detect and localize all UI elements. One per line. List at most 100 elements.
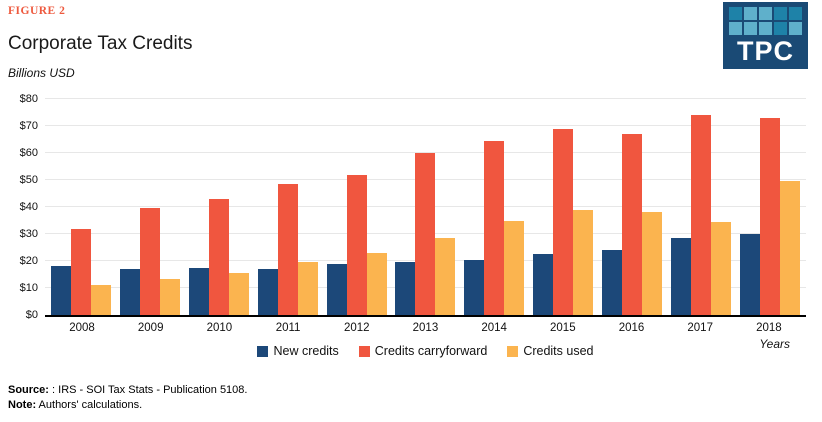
bar-new-credits bbox=[257, 269, 278, 315]
bar-group bbox=[119, 99, 180, 315]
bar-chart: $0 $10 $20 $30 $40 $50 $60 $70 $80 2008 2009 2010 2… bbox=[8, 93, 806, 358]
x-tick-label: 2009 bbox=[137, 322, 164, 334]
bar-credits-carryforward bbox=[346, 174, 367, 315]
bar-new-credits bbox=[188, 267, 209, 315]
logo-tile bbox=[789, 7, 802, 20]
bar-new-credits bbox=[51, 266, 71, 315]
gridline bbox=[45, 125, 806, 126]
legend-item-credits-used: Credits used bbox=[507, 344, 594, 358]
bar-credits-used bbox=[573, 209, 594, 315]
legend-label: Credits carryforward bbox=[374, 344, 488, 358]
note-line: Note: Authors' calculations. bbox=[8, 398, 247, 413]
tpc-logo: TPC bbox=[723, 2, 808, 69]
bar-new-credits bbox=[119, 269, 140, 315]
bar-credits-carryforward bbox=[277, 184, 298, 315]
figure-label: FIGURE 2 bbox=[8, 5, 66, 17]
bar-group bbox=[51, 99, 111, 315]
tpc-logo-grid-icon bbox=[723, 7, 808, 35]
note-label: Note: bbox=[8, 399, 37, 411]
source-label: Source: bbox=[8, 384, 49, 396]
bar-new-credits bbox=[602, 250, 623, 315]
y-tick-label: $0 bbox=[25, 309, 38, 321]
gridline bbox=[45, 152, 806, 153]
logo-tile bbox=[774, 22, 787, 35]
legend-swatch-icon bbox=[257, 345, 269, 357]
bar-credits-used bbox=[366, 252, 387, 315]
logo-tile bbox=[729, 22, 742, 35]
y-tick-label: $50 bbox=[19, 174, 38, 186]
bar-credits-carryforward bbox=[71, 228, 91, 315]
bar-credits-used bbox=[159, 278, 180, 315]
x-tick-label: 2012 bbox=[343, 322, 370, 334]
x-tick-label: 2010 bbox=[206, 322, 233, 334]
x-tick-label: 2018 bbox=[756, 322, 782, 334]
bar-new-credits bbox=[739, 234, 760, 315]
y-tick-label: $60 bbox=[19, 147, 38, 159]
logo-tile bbox=[744, 22, 757, 35]
bar-group bbox=[739, 99, 800, 315]
logo-tile bbox=[774, 7, 787, 20]
y-tick-label: $20 bbox=[19, 255, 38, 267]
plot-area bbox=[45, 98, 806, 317]
x-tick-label: 2015 bbox=[550, 322, 576, 334]
bar-credits-carryforward bbox=[484, 140, 505, 315]
legend-label: Credits used bbox=[523, 344, 594, 358]
legend-item-new-credits: New credits bbox=[257, 344, 339, 358]
bar-group bbox=[464, 99, 525, 315]
gridline bbox=[45, 98, 806, 99]
y-tick-label: $70 bbox=[19, 120, 38, 132]
x-tick-label: 2013 bbox=[412, 322, 439, 334]
tpc-logo-text: TPC bbox=[737, 36, 794, 66]
legend: New credits Credits carryforward Credits u… bbox=[45, 344, 806, 358]
y-axis-units-label: Billions USD bbox=[8, 66, 75, 80]
bar-groups bbox=[45, 99, 806, 315]
bar-new-credits bbox=[326, 263, 347, 315]
legend-item-credits-carryforward: Credits carryforward bbox=[358, 344, 488, 358]
bar-group bbox=[395, 99, 456, 315]
bar-credits-carryforward bbox=[622, 134, 643, 315]
logo-tile bbox=[744, 7, 757, 20]
x-tick-label: 2011 bbox=[275, 322, 301, 334]
x-tick-label: 2017 bbox=[687, 322, 713, 334]
bar-credits-used bbox=[435, 238, 456, 315]
bar-credits-carryforward bbox=[691, 115, 712, 315]
logo-tile bbox=[759, 22, 772, 35]
bar-new-credits bbox=[533, 254, 554, 315]
legend-swatch-icon bbox=[358, 345, 370, 357]
x-tick-label: 2008 bbox=[69, 322, 95, 334]
source-text: : IRS - SOI Tax Stats - Publication 5108… bbox=[48, 384, 248, 396]
bar-new-credits bbox=[464, 259, 485, 315]
logo-tile bbox=[789, 22, 802, 35]
bar-group bbox=[188, 99, 249, 315]
legend-swatch-icon bbox=[507, 345, 519, 357]
y-axis: $0 $10 $20 $30 $40 $50 $60 $70 $80 bbox=[8, 93, 45, 321]
bar-new-credits bbox=[671, 238, 692, 315]
bar-credits-carryforward bbox=[759, 117, 780, 315]
y-tick-label: $10 bbox=[19, 282, 38, 294]
logo-tile bbox=[729, 7, 742, 20]
bar-group bbox=[257, 99, 318, 315]
page-title: Corporate Tax Credits bbox=[8, 33, 193, 54]
logo-tile bbox=[759, 7, 772, 20]
x-tick-label: 2014 bbox=[481, 322, 507, 334]
bar-group bbox=[671, 99, 732, 315]
bar-credits-used bbox=[779, 181, 800, 315]
x-axis-title: Years bbox=[759, 337, 790, 351]
bar-credits-used bbox=[228, 273, 249, 315]
bar-group bbox=[602, 99, 663, 315]
footer: Source: : IRS - SOI Tax Stats - Publicat… bbox=[8, 383, 247, 413]
bar-group bbox=[326, 99, 387, 315]
bar-credits-used bbox=[297, 262, 318, 315]
bar-credits-used bbox=[711, 221, 732, 315]
source-line: Source: : IRS - SOI Tax Stats - Publicat… bbox=[8, 383, 247, 398]
bar-credits-carryforward bbox=[415, 153, 436, 315]
legend-label: New credits bbox=[273, 344, 339, 358]
bar-credits-carryforward bbox=[553, 128, 574, 315]
bar-group bbox=[533, 99, 594, 315]
x-axis: 2008 2009 2010 2011 2012 2013 2014 2015 2016 2017… bbox=[45, 317, 806, 334]
x-tick-label: 2016 bbox=[618, 322, 645, 334]
bar-credits-carryforward bbox=[139, 208, 160, 315]
y-tick-label: $40 bbox=[19, 201, 38, 213]
bar-credits-carryforward bbox=[208, 198, 229, 315]
